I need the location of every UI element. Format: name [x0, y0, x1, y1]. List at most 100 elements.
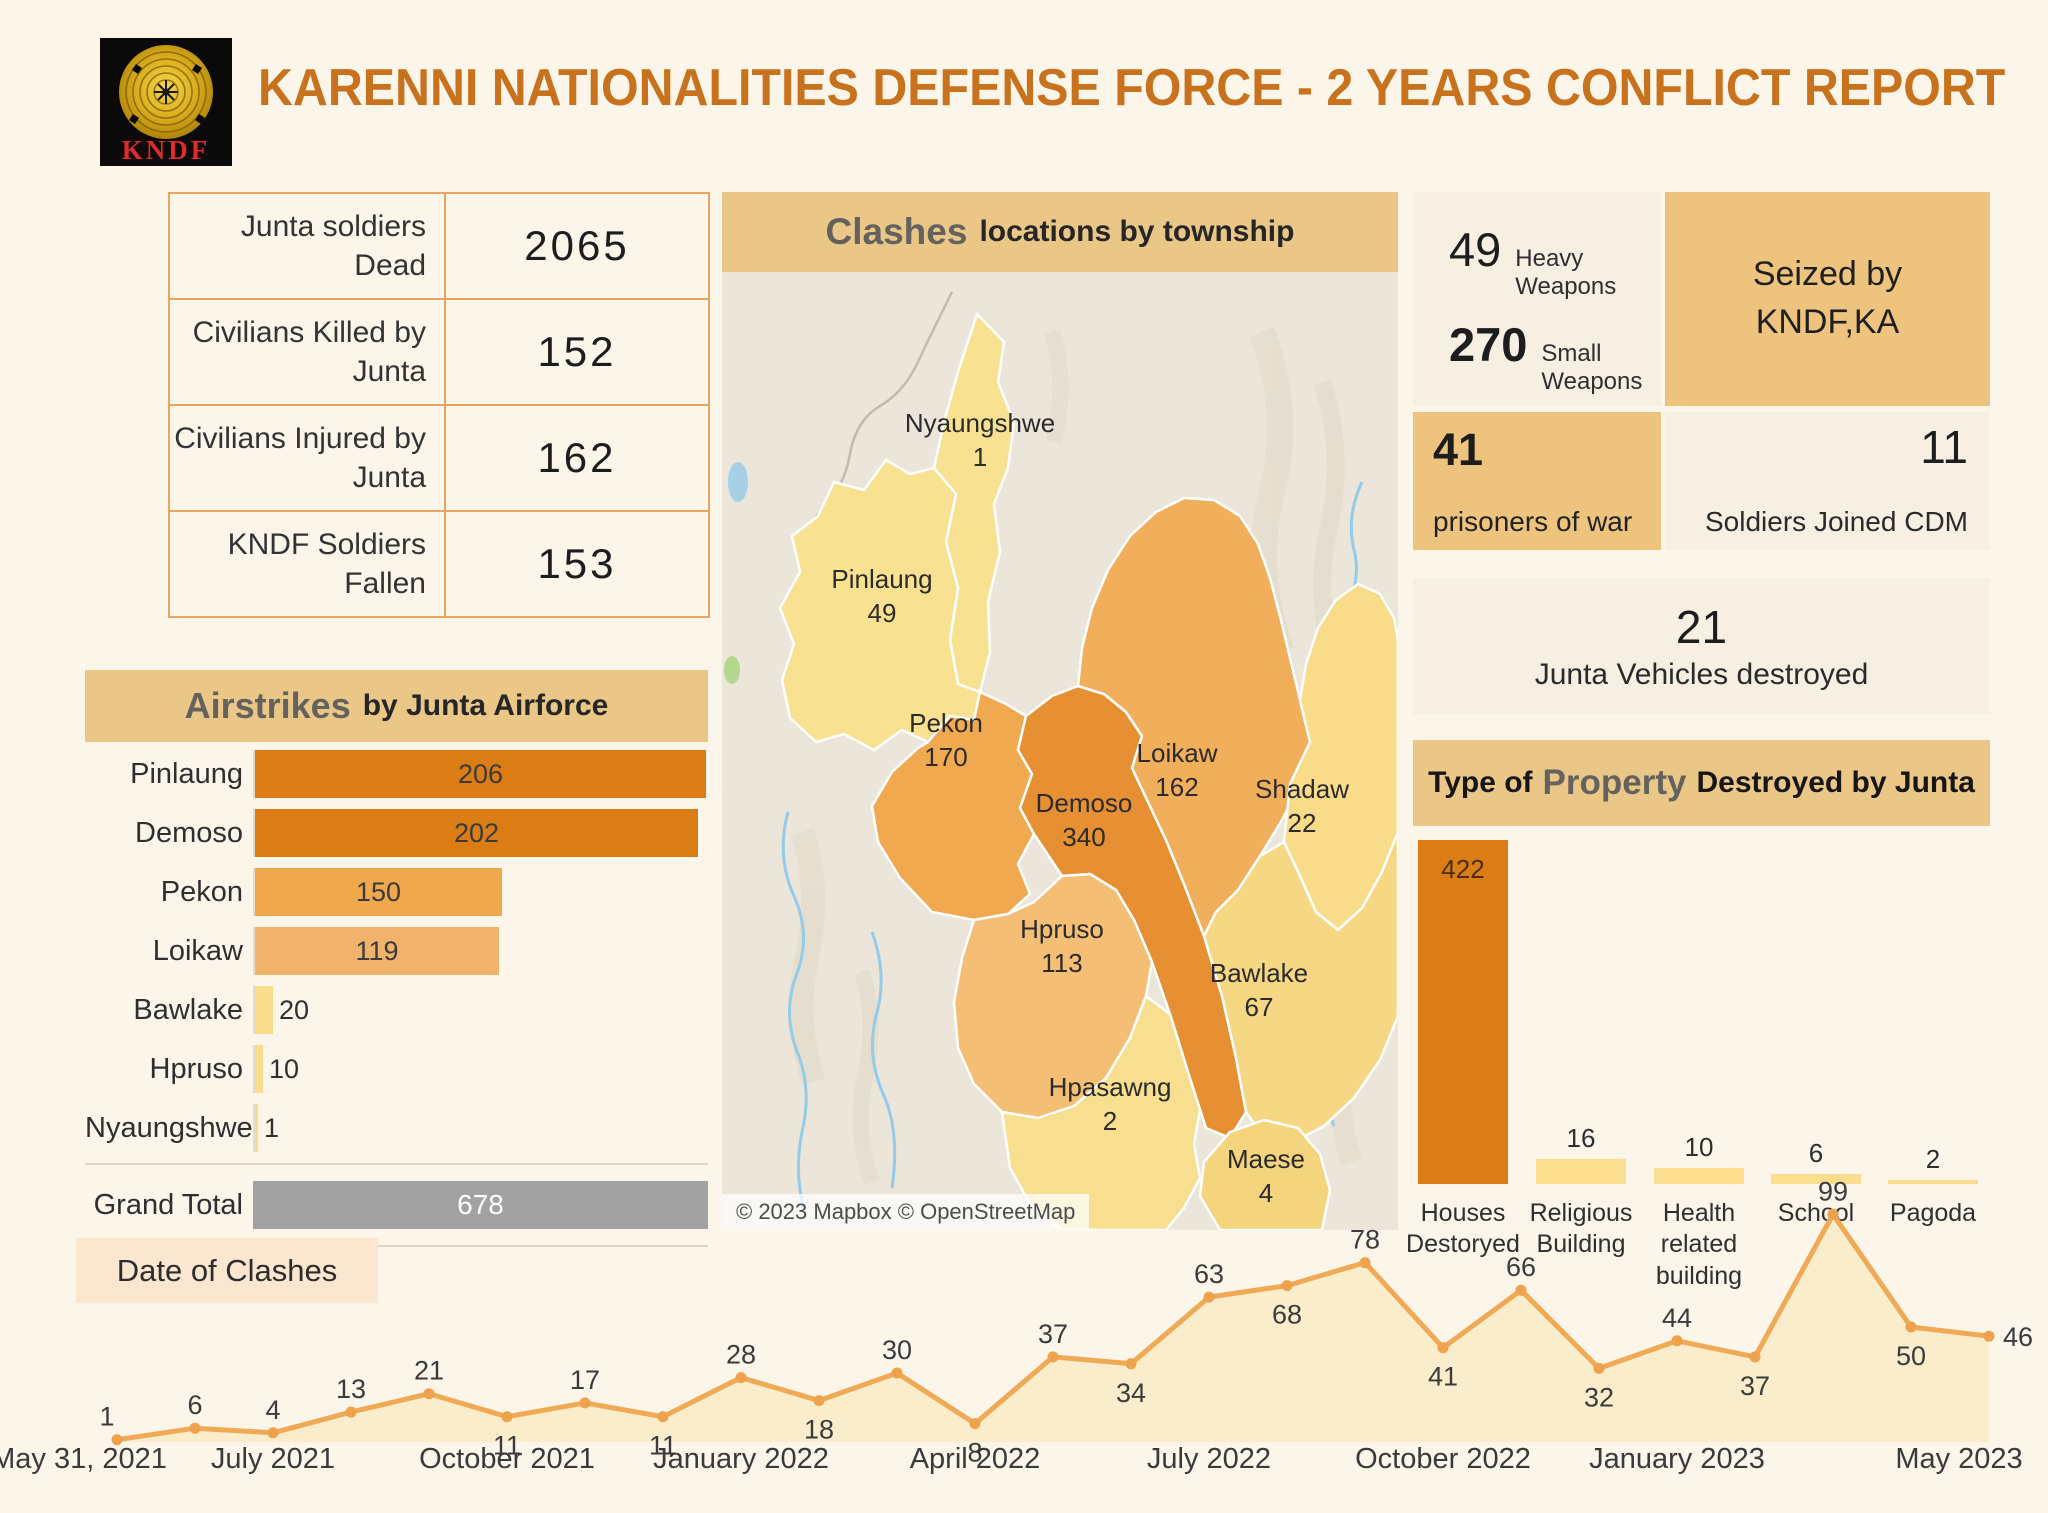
table-row: Junta soldiers Dead 2065	[170, 194, 708, 300]
township-value: 1	[973, 442, 987, 472]
vehicles-label: Junta Vehicles destroyed	[1534, 658, 1869, 691]
airstrikes-title-rest: by Junta Airforce	[362, 689, 609, 722]
airstrike-bar-bawlake	[255, 986, 273, 1034]
airstrike-category: Hpruso	[149, 1052, 244, 1085]
logo-text: KNDF	[122, 135, 211, 165]
small-weapons-value: 270	[1449, 318, 1528, 371]
svg-text:68: 68	[1272, 1300, 1302, 1330]
township-value: 2	[1103, 1106, 1117, 1136]
airstrike-bar-loikaw: 119	[255, 927, 499, 975]
airstrike-category: Pekon	[160, 875, 243, 908]
township-pekon-shape	[870, 690, 1036, 922]
svg-text:11: 11	[649, 1431, 677, 1461]
property-title-1: Type of	[1428, 766, 1533, 799]
property-destroyed-title: Type of Property Destroyed by Junta	[1413, 740, 1990, 826]
township-bawlake-shape	[1202, 830, 1398, 1148]
svg-text:21: 21	[414, 1356, 444, 1386]
table-row: KNDF Soldiers Fallen 153	[170, 512, 708, 616]
township-name: Hpruso	[1020, 914, 1104, 944]
weapons-seized-tile: 49 Heavy Weapons 270 Small Weapons	[1413, 192, 1661, 406]
svg-text:July 2022: July 2022	[1147, 1443, 1271, 1475]
casualties-table: Junta soldiers Dead 2065 Civilians Killed …	[168, 192, 710, 618]
airstrikes-title-emphasis: Airstrikes	[184, 685, 351, 726]
svg-text:44: 44	[1662, 1303, 1692, 1333]
seized-by-tile: Seized by KNDF,KA	[1665, 192, 1990, 406]
airstrike-value: 1	[264, 1112, 280, 1143]
timeline-title: Date of Clashes	[76, 1238, 378, 1303]
vehicles-value: 21	[1675, 601, 1728, 653]
township-value: 67	[1245, 992, 1274, 1022]
svg-text:66: 66	[1506, 1252, 1536, 1282]
svg-text:October 2021: October 2021	[419, 1443, 595, 1475]
township-value: 170	[924, 742, 967, 772]
township-name: Shadaw	[1255, 774, 1349, 804]
airstrike-value: 10	[269, 1053, 300, 1084]
airstrike-bar-demoso: 202	[255, 809, 698, 857]
cdm-value: 11	[1920, 421, 1968, 473]
table-row: Civilians Injured by Junta 162	[170, 406, 708, 512]
kndf-logo: KNDF	[100, 38, 232, 166]
township-name: Maese	[1227, 1144, 1305, 1174]
township-name: Demoso	[1036, 788, 1133, 818]
svg-text:1: 1	[99, 1402, 114, 1432]
airstrike-category: Nyaungshwe	[85, 1111, 253, 1144]
stat-value: 152	[537, 328, 617, 375]
svg-text:April 2022: April 2022	[910, 1443, 1041, 1475]
svg-text:May 2023: May 2023	[1895, 1443, 2022, 1475]
soldiers-joined-cdm-tile: 11 Soldiers Joined CDM	[1665, 412, 1990, 550]
svg-text:11: 11	[493, 1431, 521, 1461]
property-category: Religious Building	[1529, 1199, 1633, 1259]
svg-text:17: 17	[570, 1365, 600, 1395]
heavy-weapons-value: 49	[1449, 223, 1502, 276]
township-value: 162	[1155, 772, 1198, 802]
airstrike-category: Bawlake	[133, 993, 243, 1026]
township-value: 22	[1288, 808, 1317, 838]
svg-text:50: 50	[1896, 1341, 1926, 1371]
township-name: Hpasawng	[1049, 1072, 1172, 1102]
kndf-emblem-icon: KNDF	[100, 38, 232, 166]
township-value: 113	[1041, 948, 1082, 978]
svg-text:18: 18	[804, 1415, 834, 1445]
property-bar	[1536, 1159, 1626, 1184]
stat-value: 153	[537, 540, 617, 587]
airstrike-row: Nyaungshwe 1	[85, 1104, 708, 1152]
airstrike-bar-pekon: 150	[255, 868, 502, 916]
property-bar	[1888, 1180, 1978, 1184]
property-value: 6	[1808, 1138, 1824, 1168]
airstrike-row: Demoso 202	[85, 809, 708, 857]
airstrike-row: Loikaw 119	[85, 927, 708, 975]
airstrike-row: Pekon 150	[85, 868, 708, 916]
map-title-rest: locations by township	[979, 215, 1295, 248]
township-value: 4	[1259, 1178, 1273, 1208]
grand-total-label: Grand Total	[93, 1188, 243, 1221]
vehicles-destroyed-tile: 21 Junta Vehicles destroyed	[1413, 578, 1990, 714]
svg-text:January 2022: January 2022	[653, 1443, 829, 1475]
heavy-weapons-label: Heavy Weapons	[1515, 245, 1617, 300]
grand-total-row: Grand Total 678	[85, 1163, 708, 1247]
airstrikes-bar-chart: Pinlaung 206 Demoso 202 Pekon 150 Loikaw 119 Baw…	[85, 750, 708, 1247]
airstrike-category: Loikaw	[152, 934, 243, 967]
property-title-emphasis: Property	[1542, 763, 1687, 802]
cdm-label: Soldiers Joined CDM	[1705, 506, 1968, 537]
property-value: 2	[1925, 1144, 1941, 1174]
airstrike-bar-pinlaung: 206	[255, 750, 706, 798]
township-name: Bawlake	[1210, 958, 1308, 988]
stat-label: KNDF Soldiers Fallen	[170, 512, 446, 616]
township-pinlaung-shape	[778, 458, 982, 752]
township-name: Nyaungshwe	[905, 408, 1055, 438]
svg-text:October 2022: October 2022	[1355, 1443, 1531, 1475]
svg-text:July 2021: July 2021	[211, 1443, 335, 1475]
svg-text:32: 32	[1584, 1382, 1614, 1412]
map-title: Clashes locations by township	[722, 192, 1398, 272]
svg-text:30: 30	[882, 1335, 912, 1365]
airstrike-category: Demoso	[135, 816, 243, 849]
property-bar	[1654, 1168, 1744, 1184]
prisoners-of-war-tile: 41 prisoners of war	[1413, 412, 1661, 550]
grand-total-bar: 678	[253, 1181, 708, 1229]
township-name: Pinlaung	[831, 564, 932, 594]
township-value: 340	[1062, 822, 1105, 852]
small-weapons-label: Small Weapons	[1541, 340, 1643, 395]
property-bar	[1771, 1174, 1861, 1184]
property-bar	[1418, 840, 1508, 1184]
